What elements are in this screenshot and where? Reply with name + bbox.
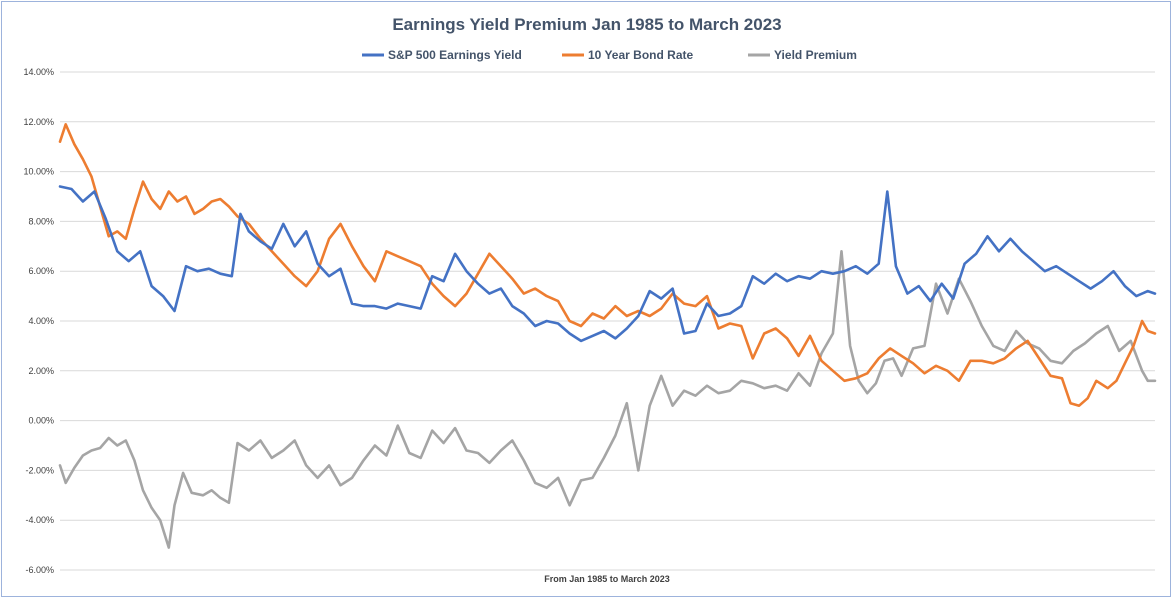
legend-label: 10 Year Bond Rate bbox=[588, 48, 693, 62]
y-tick-label: 8.00% bbox=[28, 216, 54, 226]
series-lines bbox=[58, 123, 1157, 549]
legend-label: Yield Premium bbox=[774, 48, 857, 62]
gridlines bbox=[60, 71, 1155, 571]
y-tick-label: 12.00% bbox=[23, 117, 54, 127]
y-tick-label: -2.00% bbox=[25, 465, 54, 475]
legend-item: S&P 500 Earnings Yield bbox=[362, 48, 522, 62]
series-line bbox=[58, 250, 1157, 549]
y-tick-label: -6.00% bbox=[25, 565, 54, 575]
x-axis-label: From Jan 1985 to March 2023 bbox=[544, 574, 670, 584]
y-tick-label: 4.00% bbox=[28, 316, 54, 326]
y-tick-label: 14.00% bbox=[23, 67, 54, 77]
series-line bbox=[58, 185, 1157, 343]
legend-item: 10 Year Bond Rate bbox=[562, 48, 693, 62]
chart-title: Earnings Yield Premium Jan 1985 to March… bbox=[392, 15, 781, 34]
legend: S&P 500 Earnings Yield 10 Year Bond Rate Y… bbox=[362, 48, 857, 62]
y-tick-label: 0.00% bbox=[28, 416, 54, 426]
legend-label: S&P 500 Earnings Yield bbox=[388, 48, 522, 62]
y-axis-ticks: -6.00% -4.00% -2.00% 0.00% 2.00% 4.00% 6.00% 8.… bbox=[23, 67, 54, 575]
y-tick-label: 6.00% bbox=[28, 266, 54, 276]
y-tick-label: -4.00% bbox=[25, 515, 54, 525]
series-line bbox=[58, 123, 1157, 407]
y-tick-label: 10.00% bbox=[23, 167, 54, 177]
legend-item: Yield Premium bbox=[748, 48, 857, 62]
y-tick-label: 2.00% bbox=[28, 366, 54, 376]
